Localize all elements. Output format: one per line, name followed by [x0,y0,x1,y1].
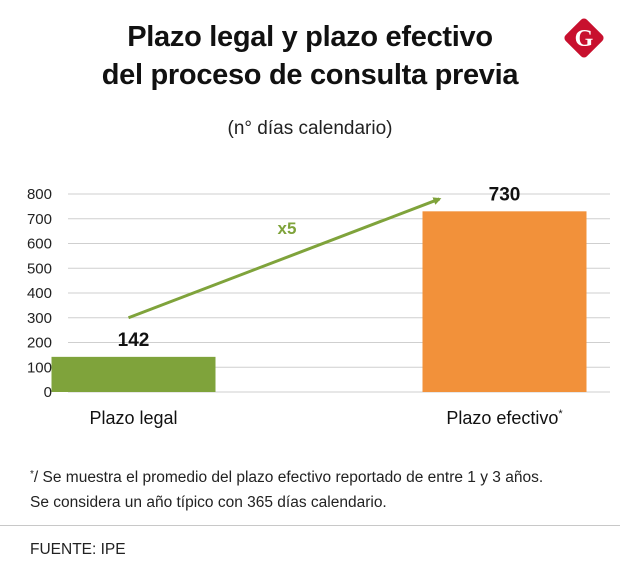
y-tick-label: 300 [27,310,52,327]
chart-title: Plazo legal y plazo efectivo del proceso… [0,18,620,94]
growth-arrow [127,197,442,320]
y-tick-label: 800 [27,186,52,203]
bar [51,356,216,392]
footnote-line-2: Se considera un año típico con 365 días … [30,494,387,511]
y-tick-label: 600 [27,236,52,253]
source-text: FUENTE: IPE [30,541,126,558]
footnote-text-1: / Se muestra el promedio del plazo efect… [33,469,544,486]
title-line-1: Plazo legal y plazo efectivo [127,21,493,53]
title-line-2: del proceso de consulta previa [101,59,519,91]
chart-subtitle: (n° días calendario) [227,118,393,139]
x-category-suffix: * [558,408,563,420]
y-tick-label: 700 [27,211,52,228]
x-category-label: Plazo legal [89,408,177,428]
bar-value-label: 142 [118,330,150,351]
y-tick-label: 500 [27,260,52,277]
brand-logo-icon: G [564,18,604,58]
y-tick-label: 200 [27,335,52,352]
brand-logo-letter: G [575,26,594,52]
y-tick-label: 400 [27,285,52,302]
y-tick-label: 100 [27,359,52,376]
divider [0,525,620,526]
bar-value-label: 730 [489,184,521,205]
footnote: */ Se muestra el promedio del plazo efec… [30,462,610,515]
y-tick-label: 0 [44,384,52,401]
footnote-marker: * [30,469,34,480]
growth-annotation-label: x5 [278,219,297,238]
bar [422,211,587,392]
footnote-line-1: */ Se muestra el promedio del plazo efec… [30,462,610,490]
x-category-label: Plazo efectivo* [446,408,563,428]
bar-chart: 0 100 200 300 400 500 600 700 800 142 Plazo legal 7… [27,184,610,428]
